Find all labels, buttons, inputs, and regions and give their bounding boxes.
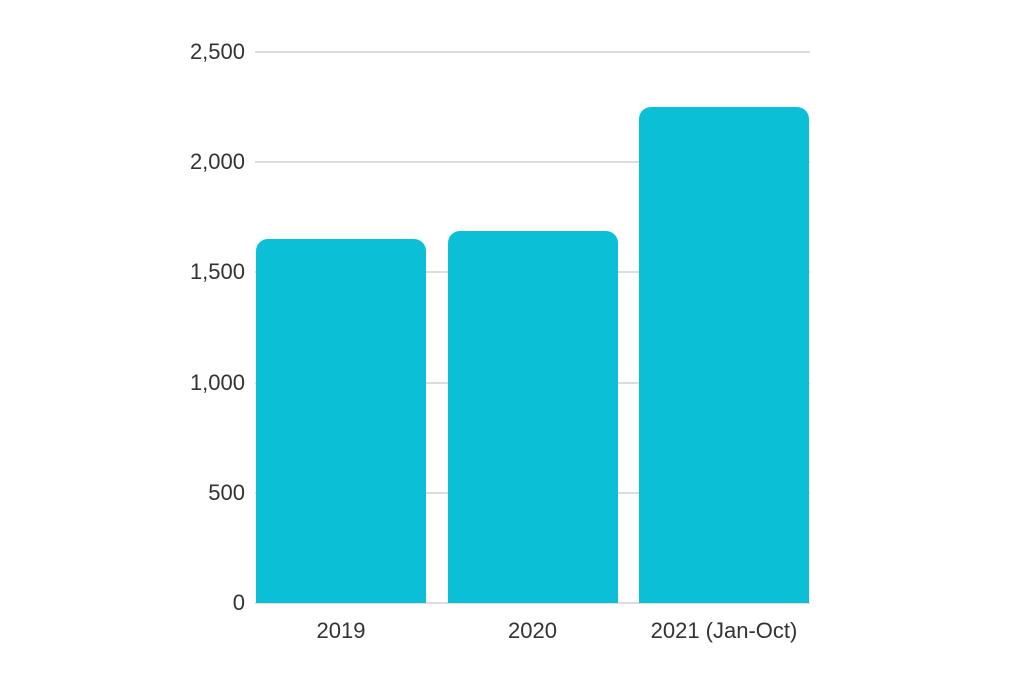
- y-axis-tick-label: 1,000: [189, 369, 245, 395]
- x-axis-tick-label: 2020: [508, 618, 557, 643]
- gridline: [255, 602, 810, 604]
- x-axis-tick-label: 2021 (Jan-Oct): [650, 618, 798, 643]
- gridline: [255, 161, 810, 164]
- x-axis-tick-label: 2019: [316, 618, 366, 643]
- y-axis-tick-label: 0: [232, 590, 245, 615]
- y-axis-tick-label: 500: [208, 479, 245, 505]
- y-axis-tick-label: 2,000: [189, 149, 245, 175]
- bar-2019: [256, 239, 426, 603]
- bar-2020: [447, 230, 618, 603]
- gridline: [255, 51, 810, 53]
- bar-2021-jan-oct: [639, 107, 809, 603]
- y-axis-tick-label: 1,500: [189, 259, 245, 285]
- y-axis-tick-label: 2,500: [189, 39, 245, 64]
